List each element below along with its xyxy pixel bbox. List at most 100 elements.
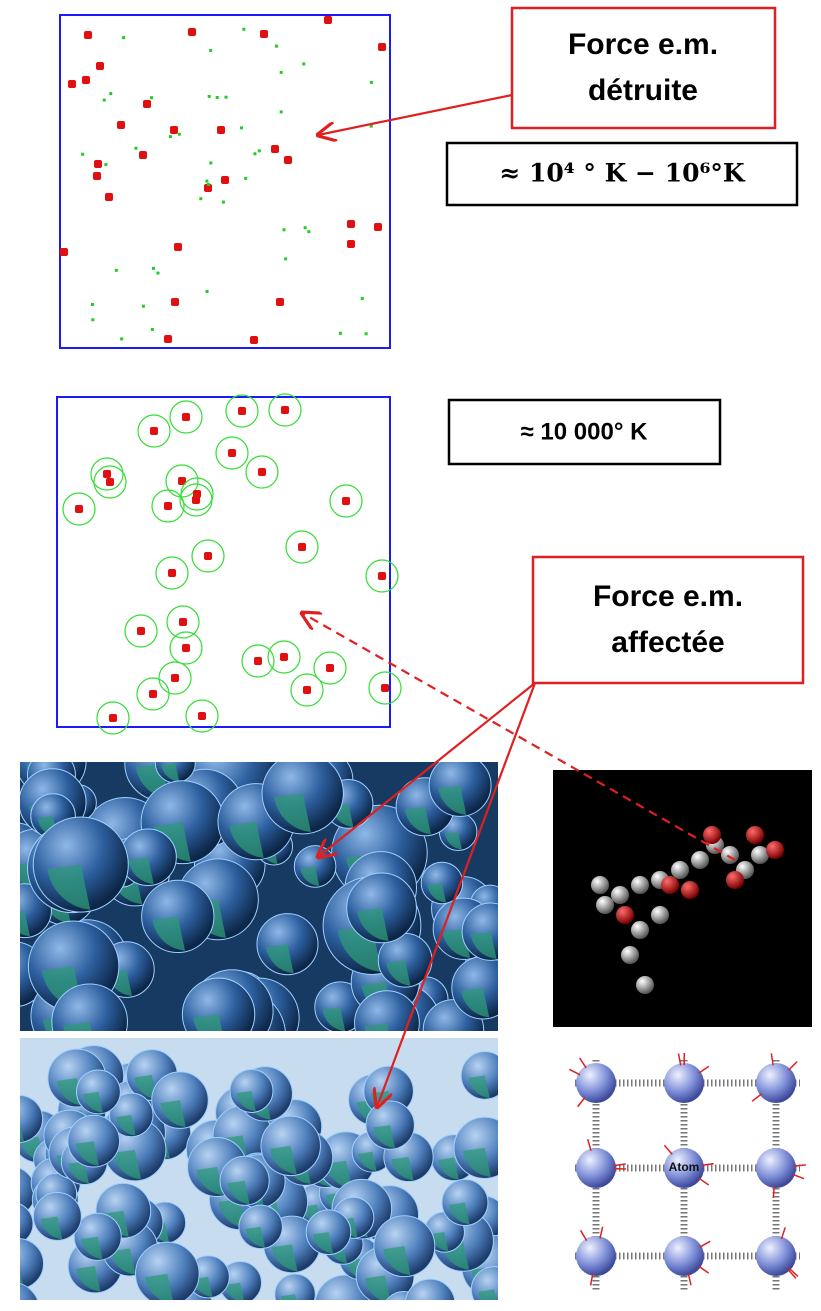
electron	[339, 332, 342, 335]
ion	[68, 80, 76, 88]
electron	[302, 62, 305, 65]
atom-ball	[616, 906, 634, 924]
ion	[171, 298, 179, 306]
ion	[75, 505, 83, 513]
ion	[280, 653, 288, 661]
oxygen-cap	[413, 1304, 435, 1311]
electron	[240, 126, 243, 129]
ion	[250, 336, 258, 344]
electron	[208, 95, 211, 98]
electron	[115, 269, 118, 272]
ion	[228, 449, 236, 457]
slide: Force e.m. détruite ≈ 10⁴ ° K − 10⁶°K ≈ …	[0, 0, 821, 1311]
ion	[182, 644, 190, 652]
electron	[120, 337, 123, 340]
atom-ball	[721, 846, 739, 864]
ion	[374, 223, 382, 231]
electron	[169, 135, 172, 138]
electron	[225, 96, 228, 99]
ion	[94, 160, 102, 168]
electron	[304, 226, 307, 229]
ion	[271, 145, 279, 153]
atom-ball	[703, 826, 721, 844]
atom-label: Atom	[669, 1160, 700, 1174]
atom-ball	[596, 896, 614, 914]
electron	[81, 153, 84, 156]
atom-ball	[746, 826, 764, 844]
label-box	[533, 557, 803, 683]
ice-image	[0, 1038, 536, 1311]
ion	[139, 151, 147, 159]
label-high-temperature: ≈ 10⁴ ° K − 10⁶°K	[447, 143, 797, 205]
ion	[182, 413, 190, 421]
ion	[342, 497, 350, 505]
electron	[284, 257, 287, 260]
atom	[576, 1148, 616, 1188]
ion	[378, 43, 386, 51]
electron	[205, 180, 208, 183]
label-box	[512, 8, 775, 128]
label-text: ≈ 10 000° K	[521, 418, 649, 445]
electron	[283, 228, 286, 231]
electron	[242, 28, 245, 31]
electron	[244, 177, 247, 180]
electron	[142, 305, 145, 308]
ion	[281, 406, 289, 414]
ion	[284, 156, 292, 164]
label-text: ≈ 10⁴ ° K − 10⁶°K	[499, 159, 746, 188]
ion	[192, 496, 200, 504]
ion	[188, 28, 196, 36]
electron	[151, 328, 154, 331]
atom-ball	[611, 886, 629, 904]
oxygen-cap	[1, 1264, 24, 1288]
atom	[576, 1236, 616, 1276]
electron	[206, 290, 209, 293]
ion	[109, 714, 117, 722]
ion	[171, 674, 179, 682]
ion	[103, 470, 111, 478]
electron	[222, 201, 225, 204]
ion	[221, 176, 229, 184]
electron	[258, 149, 261, 152]
lattice-image: Atom	[556, 1040, 812, 1300]
ion	[378, 572, 386, 580]
ion	[82, 76, 90, 84]
box-frame	[57, 397, 390, 727]
ion	[381, 684, 389, 692]
liquid-water-image	[0, 726, 550, 1082]
ion	[258, 468, 266, 476]
ion	[93, 172, 101, 180]
atom-ball	[591, 876, 609, 894]
electron	[109, 92, 112, 95]
ion	[217, 126, 225, 134]
ion	[137, 627, 145, 635]
electron	[134, 147, 137, 150]
electron	[91, 303, 94, 306]
electron	[361, 297, 364, 300]
atom-ball	[661, 876, 679, 894]
oxygen-cap	[324, 1306, 351, 1311]
electron	[104, 163, 107, 166]
ion	[276, 298, 284, 306]
ion	[84, 31, 92, 39]
electron	[152, 267, 155, 270]
atom	[576, 1063, 616, 1103]
ion	[170, 126, 178, 134]
ion	[179, 618, 187, 626]
gas-simulation	[57, 394, 401, 734]
electron	[209, 49, 212, 52]
ion	[106, 478, 114, 486]
ion	[96, 62, 104, 70]
atom-ball	[636, 976, 654, 994]
atom	[756, 1148, 796, 1188]
electron	[103, 99, 106, 102]
label-medium-temperature: ≈ 10 000° K	[449, 400, 720, 464]
atom	[664, 1063, 704, 1103]
oxygen-cap	[0, 1192, 15, 1216]
atom-ball	[691, 851, 709, 869]
molecule	[275, 1274, 315, 1311]
ion	[60, 248, 68, 256]
ion	[105, 193, 113, 201]
electron	[253, 152, 256, 155]
electron	[209, 161, 212, 164]
